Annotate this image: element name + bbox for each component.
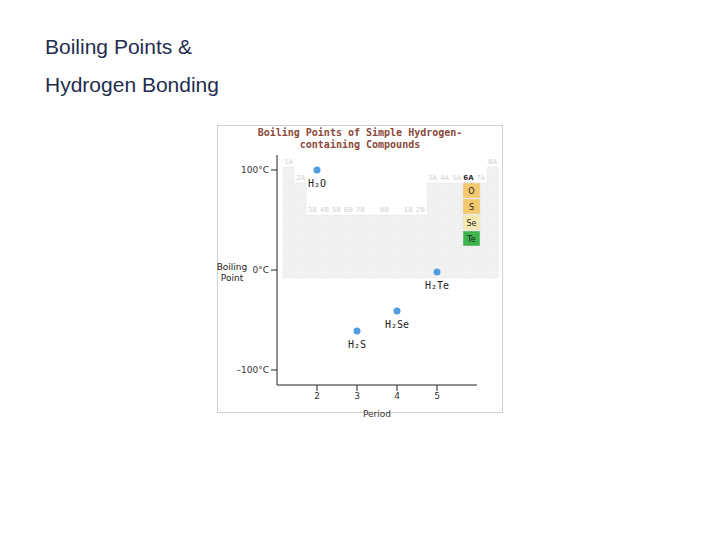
svg-text:–100°C: –100°C [237, 365, 269, 375]
svg-text:5A: 5A [452, 174, 461, 182]
html-text:Boiling Point: Boiling Point [216, 262, 248, 283]
svg-text:4B: 4B [320, 206, 329, 214]
svg-text:Se: Se [467, 219, 477, 228]
svg-text:8A: 8A [488, 158, 497, 166]
svg-text:H₂Te: H₂Te [425, 280, 449, 291]
svg-text:Period: Period [363, 409, 391, 417]
svg-text:5B: 5B [332, 206, 341, 214]
svg-text:0°C: 0°C [252, 265, 269, 275]
svg-text:2: 2 [314, 391, 320, 401]
svg-text:6A: 6A [463, 174, 474, 182]
html-text:Boiling Points & Hydrogen Bond: Boiling Points & Hydrogen Bonding [45, 35, 219, 96]
svg-text:H₂O: H₂O [308, 178, 326, 189]
svg-text:5: 5 [434, 391, 440, 401]
svg-text:2B: 2B [416, 206, 425, 214]
svg-text:7B: 7B [356, 206, 365, 214]
svg-text:1B: 1B [404, 206, 413, 214]
svg-text:4: 4 [394, 391, 400, 401]
html-text:Boiling Points of Simple Hydro: Boiling Points of Simple Hydrogen-contai… [257, 127, 463, 150]
svg-text:2A: 2A [296, 174, 305, 182]
svg-text:6B: 6B [344, 206, 353, 214]
svg-text:3: 3 [354, 391, 360, 401]
svg-text:4A: 4A [440, 174, 449, 182]
svg-text:8B: 8B [380, 206, 389, 214]
svg-text:S: S [469, 203, 474, 212]
svg-text:3B: 3B [308, 206, 317, 214]
svg-text:7A: 7A [476, 174, 485, 182]
svg-text:H₂Se: H₂Se [385, 319, 409, 330]
svg-text:100°C: 100°C [241, 165, 269, 175]
svg-text:O: O [468, 187, 474, 196]
svg-text:Te: Te [466, 235, 476, 244]
svg-text:H₂S: H₂S [348, 339, 366, 350]
svg-text:3A: 3A [428, 174, 437, 182]
svg-text:1A: 1A [284, 158, 293, 166]
